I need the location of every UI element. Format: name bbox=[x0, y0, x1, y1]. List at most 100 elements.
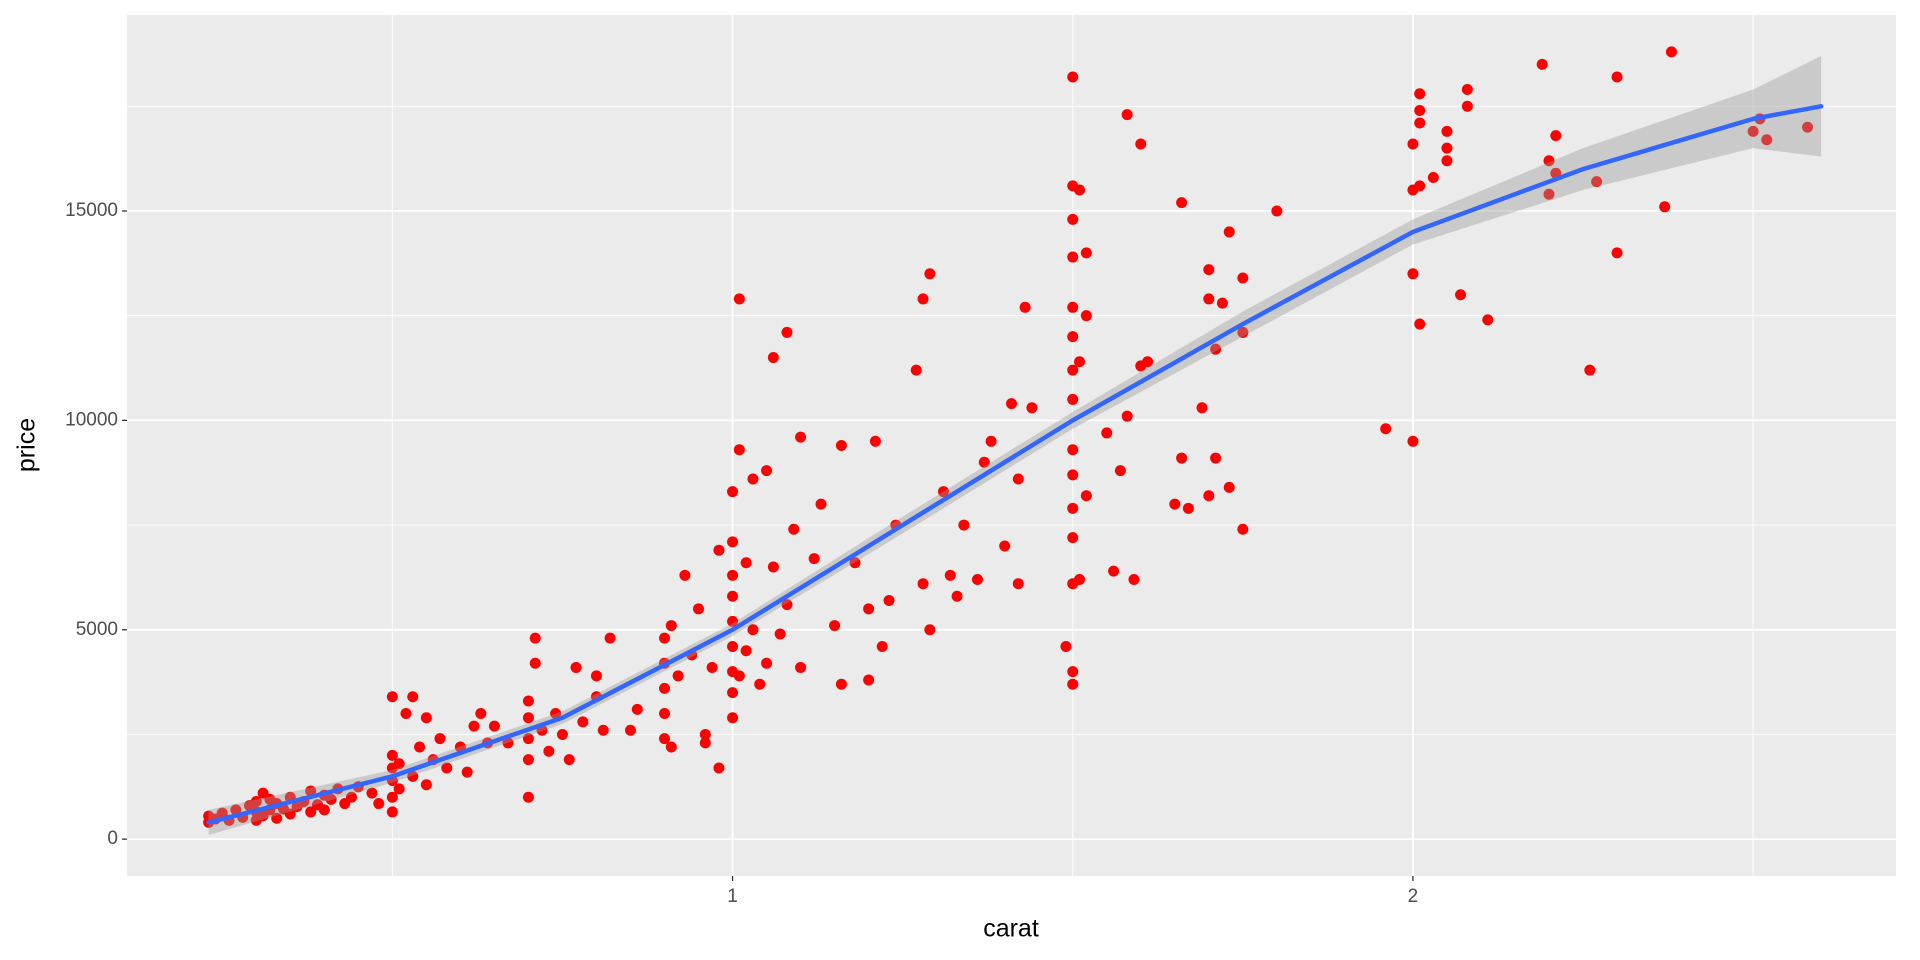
point bbox=[747, 624, 759, 636]
point bbox=[1659, 201, 1671, 213]
y-axis-title: price bbox=[13, 418, 41, 472]
point bbox=[733, 670, 745, 682]
point bbox=[522, 754, 534, 766]
point bbox=[971, 574, 983, 586]
point bbox=[665, 620, 677, 632]
point bbox=[1414, 88, 1426, 100]
point bbox=[522, 695, 534, 707]
point bbox=[733, 293, 745, 305]
point bbox=[740, 557, 752, 569]
point bbox=[1441, 142, 1453, 154]
point bbox=[1067, 364, 1079, 376]
point bbox=[699, 737, 711, 749]
point bbox=[917, 293, 929, 305]
point bbox=[985, 435, 997, 447]
y-tick-label: 5000 bbox=[76, 619, 118, 640]
point bbox=[407, 691, 419, 703]
point bbox=[747, 473, 759, 485]
point bbox=[1074, 574, 1086, 586]
point bbox=[1067, 666, 1079, 678]
point bbox=[461, 766, 473, 778]
point bbox=[808, 553, 820, 565]
point bbox=[1407, 268, 1419, 280]
point bbox=[1128, 574, 1140, 586]
point bbox=[665, 741, 677, 753]
point bbox=[1176, 197, 1188, 209]
point bbox=[713, 762, 725, 774]
point bbox=[488, 720, 500, 732]
point bbox=[1543, 188, 1555, 200]
point bbox=[1067, 532, 1079, 544]
point bbox=[937, 486, 949, 498]
point bbox=[1223, 481, 1235, 493]
point bbox=[693, 603, 705, 615]
point bbox=[1067, 301, 1079, 313]
point bbox=[1237, 523, 1249, 535]
point bbox=[529, 657, 541, 669]
point bbox=[1271, 205, 1283, 217]
point bbox=[604, 632, 616, 644]
point bbox=[305, 785, 317, 797]
point bbox=[1080, 247, 1092, 259]
point bbox=[550, 708, 562, 720]
point bbox=[1414, 104, 1426, 116]
point bbox=[733, 444, 745, 456]
point bbox=[1067, 393, 1079, 405]
point bbox=[420, 712, 432, 724]
y-tick-label: 10000 bbox=[65, 409, 118, 430]
point bbox=[543, 745, 555, 757]
point bbox=[869, 435, 881, 447]
point bbox=[631, 703, 643, 715]
point bbox=[863, 674, 875, 686]
point bbox=[1067, 444, 1079, 456]
point bbox=[216, 807, 228, 819]
point bbox=[1414, 318, 1426, 330]
point bbox=[1026, 402, 1038, 414]
point bbox=[1455, 289, 1467, 301]
point bbox=[1067, 251, 1079, 263]
point bbox=[563, 754, 575, 766]
point bbox=[1196, 402, 1208, 414]
point bbox=[788, 523, 800, 535]
point bbox=[597, 724, 609, 736]
point bbox=[1461, 100, 1473, 112]
point bbox=[835, 440, 847, 451]
point bbox=[1210, 343, 1222, 355]
point bbox=[468, 720, 480, 732]
x-tick-label: 2 bbox=[1408, 886, 1419, 907]
point bbox=[1114, 465, 1126, 477]
x-tick-label: 1 bbox=[727, 886, 738, 907]
point bbox=[1067, 469, 1079, 481]
point bbox=[659, 632, 671, 644]
point bbox=[393, 758, 405, 770]
point bbox=[1414, 180, 1426, 192]
point bbox=[284, 808, 296, 820]
point bbox=[1427, 171, 1439, 183]
point bbox=[829, 620, 841, 632]
point bbox=[944, 569, 956, 581]
point bbox=[522, 791, 534, 803]
y-tick-label: 15000 bbox=[65, 200, 118, 221]
point bbox=[577, 716, 589, 728]
point bbox=[325, 793, 337, 805]
point bbox=[1584, 364, 1596, 376]
point bbox=[502, 737, 514, 749]
point bbox=[624, 724, 636, 736]
point bbox=[795, 431, 807, 443]
point bbox=[414, 741, 426, 753]
point bbox=[754, 678, 766, 690]
point bbox=[1761, 134, 1773, 146]
point bbox=[407, 770, 419, 782]
point bbox=[761, 465, 773, 477]
point bbox=[863, 603, 875, 615]
point bbox=[346, 791, 358, 803]
point bbox=[924, 268, 936, 280]
point bbox=[1101, 427, 1113, 439]
point bbox=[781, 599, 793, 611]
point bbox=[1665, 46, 1677, 58]
point bbox=[659, 682, 671, 694]
point bbox=[727, 641, 739, 653]
point bbox=[815, 498, 827, 510]
point bbox=[727, 569, 739, 581]
